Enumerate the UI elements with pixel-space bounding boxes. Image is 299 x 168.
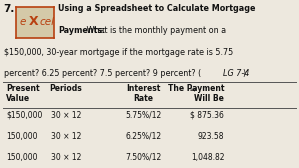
Text: The Payment
Will Be: The Payment Will Be (168, 84, 224, 103)
Text: 150,000: 150,000 (6, 132, 37, 141)
Text: $ 875.36: $ 875.36 (190, 111, 224, 120)
Text: ⇒: ⇒ (190, 84, 196, 93)
Text: 30 × 12: 30 × 12 (51, 153, 81, 162)
Text: cel: cel (39, 17, 55, 27)
Text: $150,000: $150,000 (6, 111, 42, 120)
Text: Using a Spreadsheet to Calculate Mortgage: Using a Spreadsheet to Calculate Mortgag… (58, 4, 256, 13)
Text: 1,048.82: 1,048.82 (191, 153, 224, 162)
Text: 150,000: 150,000 (6, 153, 37, 162)
Text: What is the monthly payment on a: What is the monthly payment on a (84, 26, 226, 35)
Text: X: X (29, 15, 39, 28)
Text: Present
Value: Present Value (6, 84, 39, 103)
Text: 7.: 7. (4, 4, 15, 14)
Text: $150,000, 30-year mortgage if the mortgage rate is 5.75: $150,000, 30-year mortgage if the mortga… (4, 48, 233, 57)
Text: Periods: Periods (49, 84, 82, 93)
Text: 6.25%/12: 6.25%/12 (126, 132, 161, 141)
Text: 30 × 12: 30 × 12 (51, 111, 81, 120)
Text: 5.75%/12: 5.75%/12 (125, 111, 162, 120)
Text: 923.58: 923.58 (198, 132, 224, 141)
Text: 30 × 12: 30 × 12 (51, 132, 81, 141)
Text: ): ) (243, 69, 246, 78)
Text: Interest
Rate: Interest Rate (126, 84, 161, 103)
Text: Payments:: Payments: (58, 26, 106, 35)
Text: LG 7-4: LG 7-4 (223, 69, 249, 78)
Text: 7.50%/12: 7.50%/12 (125, 153, 162, 162)
Text: e: e (19, 17, 26, 27)
Text: percent? 6.25 percent? 7.5 percent? 9 percent? (: percent? 6.25 percent? 7.5 percent? 9 pe… (4, 69, 201, 78)
